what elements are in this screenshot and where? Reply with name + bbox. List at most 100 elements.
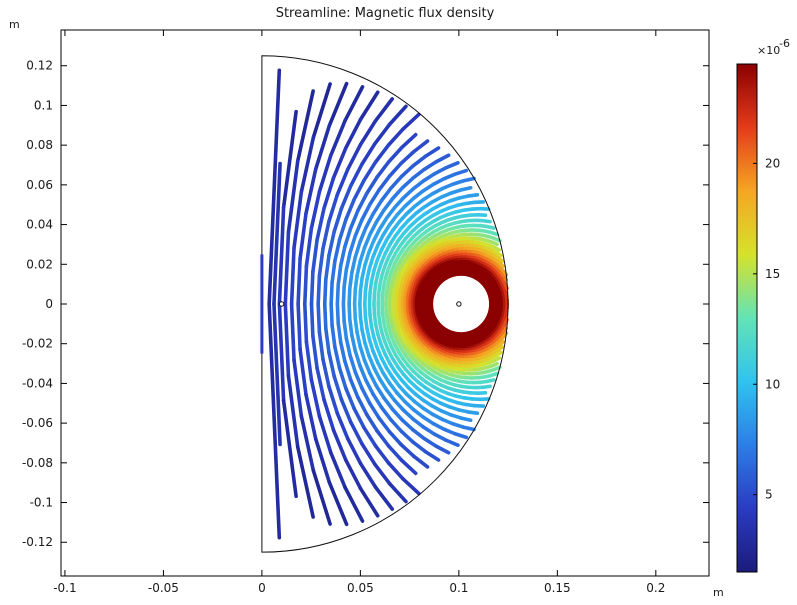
streamline-segment: [355, 351, 360, 366]
streamline-segment: [376, 446, 389, 463]
streamline-segment: [390, 484, 406, 502]
streamline-segment: [324, 400, 334, 431]
streamline-segment: [346, 253, 350, 270]
streamline-segment: [355, 242, 360, 257]
streamline-segment: [312, 304, 313, 336]
streamline-segment: [285, 304, 288, 376]
streamline-segment: [402, 460, 416, 473]
streamline-segment: [374, 367, 380, 379]
streamline-segment: [365, 343, 369, 356]
streamline-segment: [383, 225, 389, 235]
streamline-segment: [463, 427, 474, 429]
streamline-segment: [362, 444, 375, 465]
streamline-segment: [365, 280, 367, 292]
streamline-segment: [413, 181, 423, 189]
streamline-segment: [374, 229, 380, 241]
streamline-segment: [360, 248, 364, 262]
streamline-segment: [298, 304, 300, 349]
streamline-segment: [329, 387, 337, 414]
streamline-segment: [436, 446, 449, 453]
streamline-segment: [404, 189, 414, 198]
streamline-segment: [279, 207, 283, 304]
streamline-segment: [355, 220, 362, 236]
streamline-segment: [343, 287, 344, 304]
x-tick-label: 0.1: [449, 581, 468, 595]
streamline-segment: [365, 292, 366, 304]
colorbar-exponent: -6: [779, 37, 790, 50]
streamline-segment: [397, 206, 405, 215]
streamline-segment: [370, 190, 379, 205]
streamline-segment: [351, 164, 362, 186]
streamline-segment: [413, 419, 423, 427]
streamline-segment: [313, 240, 317, 272]
streamline-segment: [331, 304, 332, 326]
streamline-segment: [352, 257, 355, 272]
streamline-segment: [384, 198, 393, 209]
x-axis-unit: m: [713, 586, 724, 599]
streamline-segment: [337, 413, 348, 439]
streamline-segment: [425, 148, 438, 156]
streamline-segment: [362, 265, 365, 278]
streamline-segment: [395, 198, 404, 208]
streamline-segment: [292, 248, 294, 304]
streamline-segment: [334, 148, 346, 178]
streamline-segment: [311, 192, 319, 229]
streamline-segment: [367, 177, 377, 193]
streamline-segment: [329, 353, 334, 377]
streamline-segment: [389, 446, 402, 460]
streamline-segment: [389, 129, 403, 145]
streamline-segment: [414, 456, 428, 467]
streamline-segment: [403, 479, 419, 494]
y-tick-label: -0.04: [22, 376, 53, 390]
streamline-segment: [352, 335, 355, 350]
streamline-segment: [375, 464, 390, 483]
streamline-segment: [318, 276, 319, 304]
streamline-segment: [306, 342, 311, 380]
streamline-segment: [350, 236, 355, 253]
x-tick-label: 0.2: [646, 581, 665, 595]
streamline-segment: [413, 156, 425, 166]
streamline-segment: [369, 355, 374, 367]
streamline-segment: [390, 383, 397, 393]
y-tick-label: -0.12: [22, 535, 53, 549]
streamline-segment: [378, 362, 384, 373]
streamline-segment: [436, 155, 449, 162]
streamline-segment: [369, 257, 373, 268]
streamline-segment: [375, 99, 392, 121]
streamline-segment: [369, 241, 374, 253]
streamline-segment: [346, 199, 354, 219]
streamline-segment: [434, 434, 446, 440]
streamline-segment: [377, 162, 389, 177]
streamline-segment: [397, 393, 405, 402]
streamline-segment: [383, 373, 389, 383]
streamline-segment: [326, 255, 329, 279]
streamline-segment: [364, 360, 369, 373]
y-tick-label: 0.02: [26, 257, 53, 271]
streamline-segment: [376, 386, 384, 398]
y-tick-label: 0: [45, 297, 53, 311]
streamline-segment: [331, 282, 332, 304]
x-tick-label: -0.1: [53, 581, 76, 595]
streamline-segment: [338, 323, 341, 342]
streamline-segment: [294, 360, 301, 416]
streamline-segment: [360, 291, 361, 304]
streamline-segment: [349, 304, 350, 320]
streamline-segment: [414, 141, 428, 152]
streamline-segment: [358, 194, 367, 211]
streamline-segment: [305, 304, 307, 342]
streamline-segment: [346, 389, 354, 409]
streamline-segment: [395, 401, 404, 411]
streamline-segment: [370, 403, 379, 418]
streamline-segment: [285, 232, 288, 304]
streamline-segment: [324, 178, 334, 209]
streamline-segment: [340, 368, 346, 389]
streamline-segment: [381, 407, 390, 419]
y-tick-label: 0.06: [26, 178, 53, 192]
streamline-segment: [497, 352, 501, 355]
streamline-segment: [376, 145, 389, 162]
streamline-segment: [413, 430, 424, 439]
streamline-segment: [387, 207, 395, 217]
streamline-segment: [312, 272, 313, 304]
streamline-segment: [364, 428, 376, 446]
